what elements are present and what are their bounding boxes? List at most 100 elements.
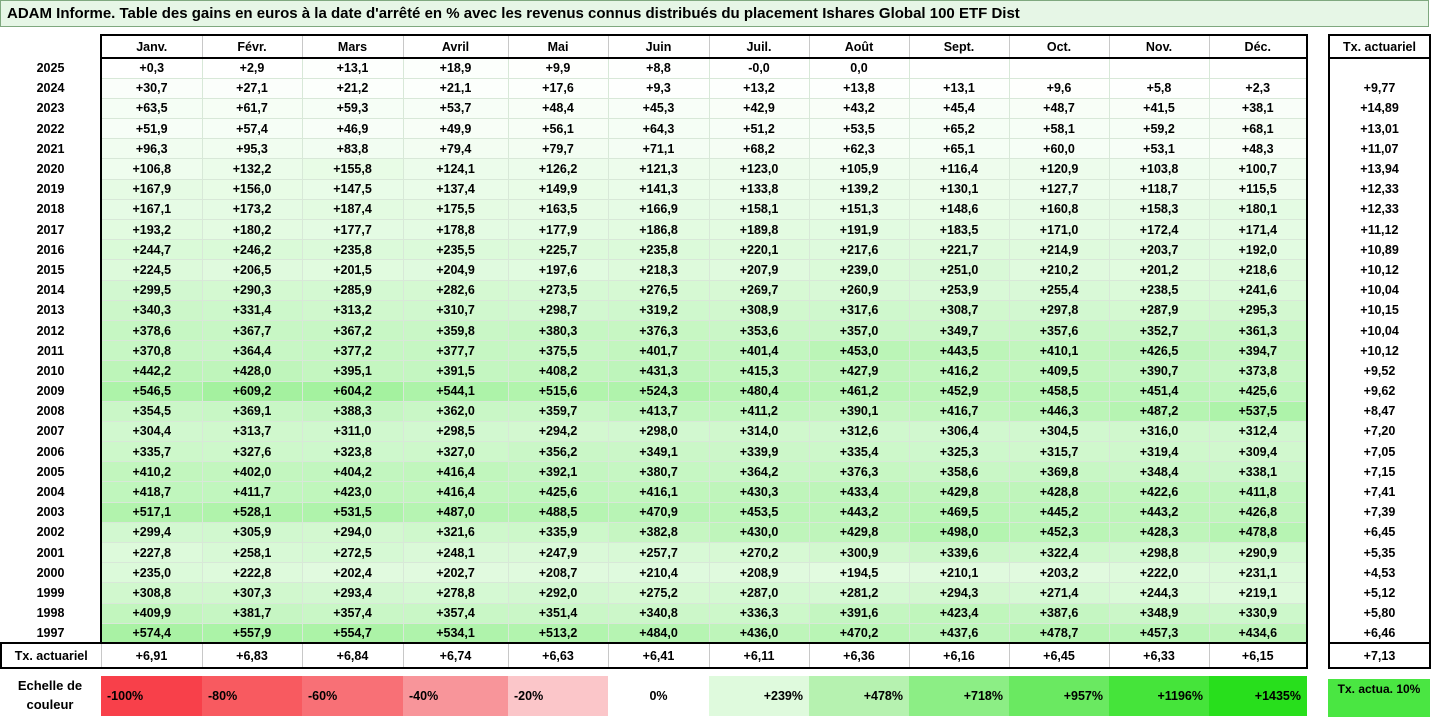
footer-rate: +6,63	[507, 642, 608, 670]
color-scale-swatch: 0%	[608, 676, 709, 716]
gain-cell: 0,0	[808, 57, 910, 79]
table-row: 2018 +167,1 +173,2 +187,4 +175,5 +163,5 +166,9…	[1, 198, 1308, 221]
gain-cell: +61,7	[201, 97, 303, 120]
table-row: 2010 +442,2 +428,0 +395,1 +391,5 +408,2 +431,3…	[1, 360, 1308, 382]
gain-cell: +155,8	[301, 158, 404, 180]
gain-cell: +217,6	[808, 239, 910, 261]
gain-cell: +260,9	[808, 279, 910, 301]
gain-cell: +124,1	[402, 158, 509, 180]
year-label: 2024	[36, 81, 65, 96]
gain-cell: +171,0	[1008, 218, 1110, 241]
gain-cell: +65,2	[908, 118, 1010, 140]
gain-cell: +323,8	[301, 441, 404, 463]
gain-cell: +316,0	[1108, 420, 1210, 443]
gain-cell: +319,2	[607, 299, 710, 321]
actuarial-cell: +11,07	[1328, 138, 1431, 159]
gain-cell: +314,0	[708, 420, 810, 443]
gain-cell: +531,5	[301, 501, 404, 523]
table-row: 2020 +106,8 +132,2 +155,8 +124,1 +126,2 +121,3…	[1, 158, 1308, 180]
gain-cell: +478,8	[1208, 521, 1308, 544]
gain-cell: +457,3	[1108, 622, 1210, 645]
gain-cell: +404,2	[301, 461, 404, 483]
year-label: 1999	[36, 585, 65, 600]
gain-cell: +313,7	[201, 420, 303, 443]
gain-cell: +79,7	[507, 138, 609, 160]
gain-cell: +239,0	[808, 259, 910, 281]
gain-cell: +469,5	[908, 501, 1010, 523]
gain-cell: +554,7	[301, 622, 404, 645]
gain-cell: +442,2	[100, 360, 203, 382]
table-row: 2006 +335,7 +327,6 +323,8 +327,0 +356,2 +349,1…	[1, 441, 1308, 463]
gain-cell	[1108, 57, 1210, 79]
gain-cell: +271,4	[1008, 582, 1110, 604]
actuarial-cell: +13,94	[1328, 158, 1431, 180]
gain-cell: +65,1	[908, 138, 1010, 160]
year-label: 2023	[36, 101, 65, 116]
gain-cell: +207,9	[708, 259, 810, 281]
gain-cell: +68,1	[1208, 118, 1308, 140]
footer-label: Tx. actuariel	[0, 642, 101, 670]
gain-cell: +357,0	[808, 319, 910, 342]
color-scale-swatch: -20%	[508, 676, 608, 716]
gain-cell: +335,4	[808, 441, 910, 463]
gain-cell: +367,2	[301, 319, 404, 342]
gain-cell: +356,2	[507, 441, 609, 463]
gain-cell: +53,1	[1108, 138, 1210, 160]
gain-cell: +270,2	[708, 541, 810, 564]
gain-cell: +443,2	[1108, 501, 1210, 523]
actuarial-cell: +7,15	[1328, 461, 1431, 482]
gain-cell: +416,7	[908, 400, 1010, 422]
gain-cell: +528,1	[201, 501, 303, 523]
actuarial-cell: +12,33	[1328, 199, 1431, 220]
gain-cell: +446,3	[1008, 400, 1110, 422]
gain-cell: +203,2	[1008, 562, 1110, 584]
gain-cell: +382,8	[607, 521, 710, 544]
table-row: 2023 +63,5 +61,7 +59,3 +53,7 +48,4 +45,3 +42,9 +…	[1, 97, 1308, 120]
color-scale-swatch: +718%	[909, 676, 1009, 716]
gain-cell: +327,0	[402, 441, 509, 463]
gain-cell: +103,8	[1108, 158, 1210, 180]
gain-cell: +238,5	[1108, 279, 1210, 301]
gain-cell: +307,3	[201, 582, 303, 604]
year-label: 1997	[36, 625, 65, 640]
gain-cell: +13,1	[908, 77, 1010, 99]
month-header: Mars	[301, 34, 404, 59]
gain-cell: +96,3	[100, 138, 203, 160]
gain-cell: +62,3	[808, 138, 910, 160]
gain-cell: +430,3	[708, 481, 810, 503]
gain-cell: +120,9	[1008, 158, 1110, 180]
gain-cell: +163,5	[507, 198, 609, 221]
gain-cell: +524,3	[607, 380, 710, 402]
gain-cell: +418,7	[100, 481, 203, 503]
gain-cell: +0,3	[100, 57, 203, 79]
gain-cell: +219,1	[1208, 582, 1308, 604]
corner-cell	[1, 35, 101, 58]
gain-cell: +171,4	[1208, 218, 1308, 241]
gain-cell: +354,5	[100, 400, 203, 422]
gain-cell: +9,9	[507, 57, 609, 79]
gain-cell: +410,2	[100, 461, 203, 483]
gain-cell: +285,9	[301, 279, 404, 301]
footer-rate: +6,36	[808, 642, 909, 670]
gain-cell: +416,4	[402, 461, 509, 483]
gain-cell: +13,1	[301, 57, 404, 79]
gain-cell: +202,7	[402, 562, 509, 584]
actuarial-cell: +10,15	[1328, 300, 1431, 321]
gain-cell: +377,7	[402, 340, 509, 362]
gain-cell: +118,7	[1108, 178, 1210, 200]
month-header: Nov.	[1108, 34, 1210, 59]
actuarial-cell: +14,89	[1328, 98, 1431, 119]
gain-cell: +273,5	[507, 279, 609, 301]
gain-cell: +141,3	[607, 178, 710, 200]
table-row: 2016 +244,7 +246,2 +235,8 +235,5 +225,7 +235,8…	[1, 239, 1308, 261]
table-row: 2021 +96,3 +95,3 +83,8 +79,4 +79,7 +71,1 +68,2 +…	[1, 138, 1308, 160]
gain-cell: +380,3	[507, 319, 609, 342]
gain-cell: +292,0	[507, 582, 609, 604]
gain-cell: +126,2	[507, 158, 609, 180]
gain-cell: +221,7	[908, 239, 1010, 261]
table-row: 2002 +299,4 +305,9 +294,0 +321,6 +335,9 +382,8…	[1, 521, 1308, 544]
gain-cell: +376,3	[808, 461, 910, 483]
gain-cell: +409,5	[1008, 360, 1110, 382]
gain-cell: +51,2	[708, 118, 810, 140]
gain-cell: +287,0	[708, 582, 810, 604]
